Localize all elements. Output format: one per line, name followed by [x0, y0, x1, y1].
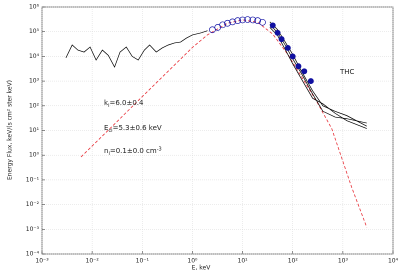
- series-line: [269, 21, 367, 127]
- data-point: [269, 22, 276, 29]
- annotation: ki=6.0±0.4: [104, 99, 144, 109]
- annotation-sub: ci: [108, 128, 112, 134]
- x-tick-label: 10⁻³: [35, 258, 49, 265]
- annotation-rest: =6.0±0.4: [109, 99, 144, 107]
- data-point: [289, 53, 296, 60]
- x-tick-label: 10³: [338, 258, 349, 265]
- data-point: [274, 29, 281, 36]
- x-axis-label: E, keV: [192, 265, 212, 272]
- annotation-sub: i: [108, 151, 109, 157]
- annotation: ni=0.1±0.0 cm-3: [104, 146, 162, 157]
- data-point: [234, 17, 242, 25]
- annotation: THC: [339, 68, 355, 76]
- annotation-text: k: [104, 99, 109, 107]
- x-tick-label: 10⁻²: [86, 258, 100, 265]
- annotation-rest: =0.1±0.0 cm: [110, 147, 157, 155]
- data-point: [307, 78, 314, 85]
- x-tick-label: 10⁻¹: [136, 258, 150, 265]
- y-tick-label: 10⁻²: [26, 201, 40, 208]
- y-tick-label: 10¹: [29, 127, 40, 134]
- y-tick-label: 10⁰: [29, 152, 40, 159]
- annotation-sub: i: [108, 103, 109, 109]
- annotation-text: n: [104, 147, 108, 155]
- data-point: [219, 21, 226, 29]
- annotation-sup: -3: [157, 146, 162, 152]
- y-tick-label: 10⁴: [29, 53, 40, 60]
- data-point: [249, 16, 257, 24]
- annotation-text: E: [104, 124, 108, 132]
- data-point: [254, 17, 262, 25]
- data-point: [229, 18, 236, 26]
- data-point: [224, 19, 231, 27]
- annotation: Eci=5.3±0.6 keV: [104, 124, 162, 134]
- data-point: [284, 44, 291, 51]
- annotation-text: THC: [339, 68, 355, 76]
- data-point: [244, 16, 251, 23]
- data-point: [239, 16, 246, 24]
- data-point: [301, 68, 308, 75]
- series-line: [65, 30, 208, 68]
- x-tick-label: 10⁴: [388, 258, 399, 265]
- y-axis-label: Energy Flux, keV/(s cm² ster keV): [7, 80, 14, 180]
- annotation-rest: =5.3±0.6 keV: [113, 124, 162, 132]
- x-tick-label: 10²: [288, 258, 299, 265]
- data-point: [278, 36, 285, 43]
- data-point: [259, 18, 266, 26]
- y-tick-label: 10⁻¹: [26, 176, 40, 183]
- y-tick-label: 10³: [29, 78, 40, 85]
- y-tick-label: 10²: [29, 102, 40, 109]
- series-line: [269, 27, 367, 129]
- data-point: [295, 63, 302, 70]
- x-tick-label: 10¹: [238, 258, 249, 265]
- data-point: [209, 26, 216, 34]
- y-tick-label: 10⁵: [29, 28, 40, 35]
- y-tick-label: 10⁶: [29, 4, 40, 11]
- x-tick-label: 10⁰: [187, 258, 198, 265]
- y-tick-label: 10⁻³: [26, 226, 40, 233]
- y-tick-label: 10⁻⁴: [26, 251, 40, 258]
